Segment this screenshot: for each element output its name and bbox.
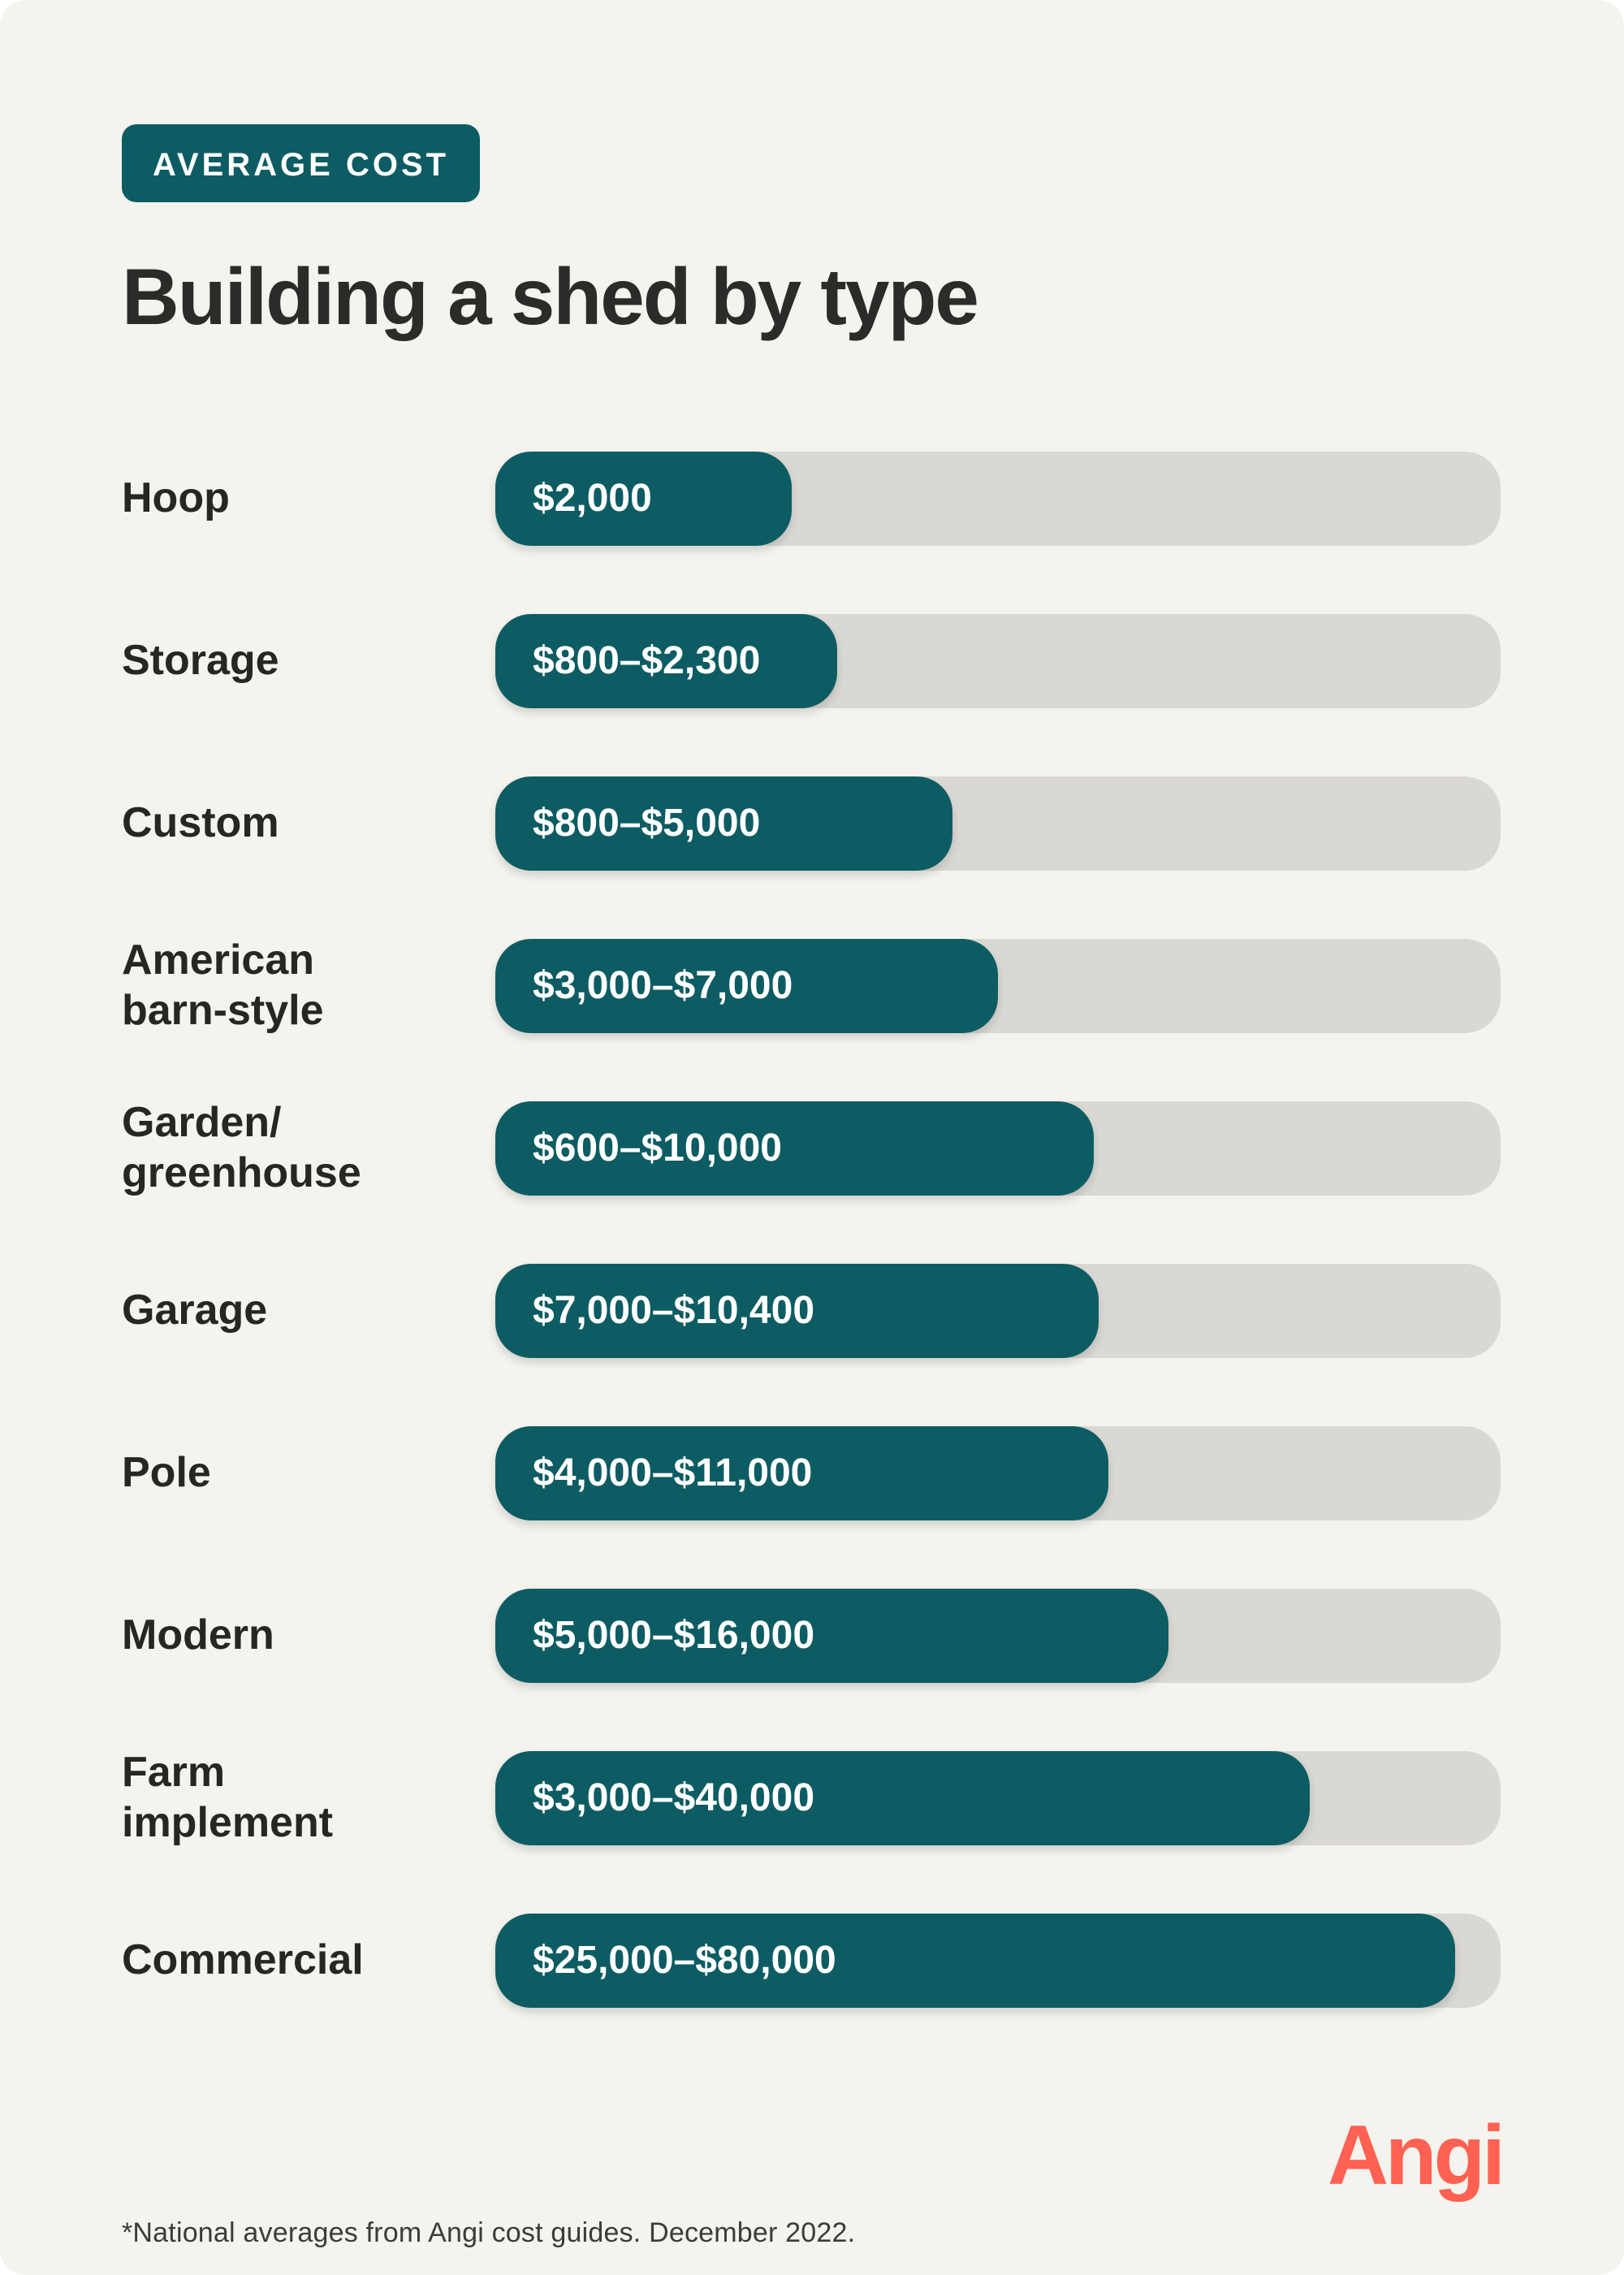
chart-row: Commercial $25,000–$80,000 <box>122 1879 1501 2042</box>
page-title: Building a shed by type <box>122 252 979 341</box>
average-cost-badge: AVERAGE COST <box>122 124 481 202</box>
bar-value-label: $3,000–$40,000 <box>533 1776 815 1820</box>
shed-type-label: Commercial <box>122 1936 364 1983</box>
bar-fill: $800–$2,300 <box>495 613 837 708</box>
shed-cost-chart: Hoop $2,000 Storage $800–$2,300 Custom $… <box>122 417 1501 2042</box>
bar-fill: $3,000–$7,000 <box>495 938 998 1033</box>
shed-type-label: Pole <box>122 1449 211 1496</box>
bar-track: $5,000–$16,000 <box>495 1588 1501 1683</box>
bar-value-label: $800–$5,000 <box>533 802 761 846</box>
source-footnote: *National averages from Angi cost guides… <box>122 2217 856 2248</box>
angi-logo: Angi <box>1327 2108 1505 2203</box>
bar-track: $3,000–$7,000 <box>495 938 1501 1033</box>
shed-type-label: Garden/ greenhouse <box>122 1099 361 1196</box>
shed-type-label: Farm implement <box>122 1749 334 1846</box>
bar-value-label: $600–$10,000 <box>533 1127 782 1170</box>
content-area: AVERAGE COST Building a shed by type Hoo… <box>122 124 1501 2042</box>
chart-row: Hoop $2,000 <box>122 417 1501 580</box>
bar-track: $800–$2,300 <box>495 613 1501 708</box>
bar-fill: $7,000–$10,400 <box>495 1263 1099 1358</box>
bar-fill: $25,000–$80,000 <box>495 1913 1456 2008</box>
bar-fill: $3,000–$40,000 <box>495 1750 1310 1845</box>
chart-row: Pole $4,000–$11,000 <box>122 1392 1501 1555</box>
bar-fill: $800–$5,000 <box>495 776 953 871</box>
bar-fill: $2,000 <box>495 451 793 546</box>
shed-type-label: American barn-style <box>122 936 324 1034</box>
bar-value-label: $25,000–$80,000 <box>533 1939 836 1983</box>
shed-type-label: Modern <box>122 1611 274 1659</box>
chart-row: Storage $800–$2,300 <box>122 580 1501 742</box>
bar-track: $800–$5,000 <box>495 776 1501 871</box>
bar-value-label: $4,000–$11,000 <box>533 1451 813 1495</box>
bar-track: $4,000–$11,000 <box>495 1425 1501 1520</box>
bar-fill: $5,000–$16,000 <box>495 1588 1169 1683</box>
bar-track: $600–$10,000 <box>495 1101 1501 1196</box>
chart-row: American barn-style $3,000–$7,000 <box>122 905 1501 1067</box>
chart-row: Garden/ greenhouse $600–$10,000 <box>122 1067 1501 1230</box>
bar-track: $25,000–$80,000 <box>495 1913 1501 2008</box>
bar-track: $7,000–$10,400 <box>495 1263 1501 1358</box>
shed-type-label: Storage <box>122 637 279 684</box>
shed-type-label: Custom <box>122 799 279 846</box>
average-cost-badge-label: AVERAGE COST <box>153 147 450 183</box>
chart-row: Custom $800–$5,000 <box>122 742 1501 905</box>
bar-track: $2,000 <box>495 451 1501 546</box>
shed-type-label: Hoop <box>122 474 230 521</box>
chart-row: Garage $7,000–$10,400 <box>122 1230 1501 1392</box>
bar-fill: $4,000–$11,000 <box>495 1425 1109 1520</box>
bar-value-label: $5,000–$16,000 <box>533 1614 815 1658</box>
bar-track: $3,000–$40,000 <box>495 1750 1501 1845</box>
chart-row: Modern $5,000–$16,000 <box>122 1555 1501 1717</box>
bar-value-label: $3,000–$7,000 <box>533 964 793 1008</box>
bar-value-label: $7,000–$10,400 <box>533 1289 815 1333</box>
bar-fill: $600–$10,000 <box>495 1101 1094 1196</box>
shed-type-label: Garage <box>122 1287 268 1334</box>
chart-row: Farm implement $3,000–$40,000 <box>122 1717 1501 1879</box>
bar-value-label: $2,000 <box>533 477 652 521</box>
bar-value-label: $800–$2,300 <box>533 639 761 683</box>
